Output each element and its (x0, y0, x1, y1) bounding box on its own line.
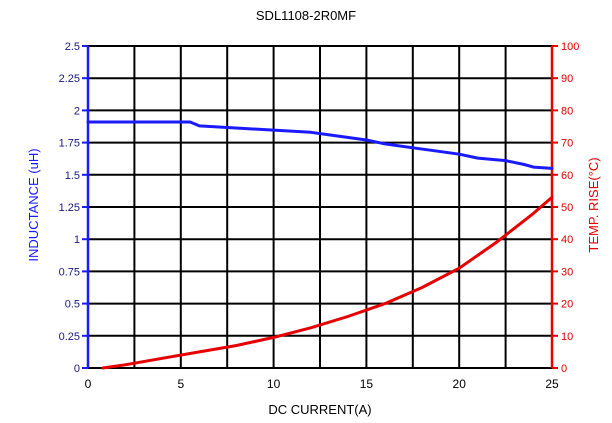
series-layer (86, 120, 554, 370)
y2-axis-label: TEMP. RISE(°C) (586, 157, 601, 252)
y2-tick-label: 20 (561, 299, 573, 311)
y2-tick-label: 100 (561, 41, 579, 53)
y2-tick-label: 50 (561, 202, 573, 214)
y2-tick-label: 60 (561, 170, 573, 182)
x-tick-label: 25 (545, 377, 559, 391)
y-tick-label: 0.5 (65, 299, 80, 311)
y-tick-label: 2 (74, 105, 80, 117)
y2-tick-label: 70 (561, 138, 573, 150)
ticks-layer: 0 5 10 15 20 2500.250.50.7511.251.51.7522.252… (59, 41, 580, 391)
x-tick-label: 10 (267, 377, 281, 391)
x-tick-label: 0 (85, 377, 92, 391)
y-tick-label: 0.75 (59, 266, 80, 278)
y-axis-label: INDUCTANCE (uH) (26, 148, 41, 261)
series-line-temp-rise (101, 195, 554, 370)
chart-title: SDL1108-2R0MF (255, 8, 357, 23)
y-tick-label: 1.75 (59, 138, 80, 150)
x-tick-label: 5 (177, 377, 184, 391)
y-tick-label: 1 (74, 234, 80, 246)
y2-tick-label: 90 (561, 73, 573, 85)
y-tick-label: 0 (74, 363, 80, 375)
series-line-inductance (86, 120, 554, 170)
x-axis-label: DC CURRENT(A) (268, 402, 371, 417)
y-tick-label: 1.25 (59, 202, 80, 214)
x-tick-label: 15 (360, 377, 374, 391)
y2-tick-label: 10 (561, 331, 573, 343)
x-tick-label: 20 (453, 377, 467, 391)
grid (86, 45, 554, 369)
y-tick-label: 2.5 (65, 41, 80, 53)
y-tick-label: 1.5 (65, 170, 80, 182)
y2-tick-label: 0 (561, 363, 567, 375)
y2-tick-label: 30 (561, 266, 573, 278)
y-tick-label: 0.25 (59, 331, 80, 343)
y-tick-label: 2.25 (59, 73, 80, 85)
y2-tick-label: 40 (561, 234, 573, 246)
y2-tick-label: 80 (561, 105, 573, 117)
